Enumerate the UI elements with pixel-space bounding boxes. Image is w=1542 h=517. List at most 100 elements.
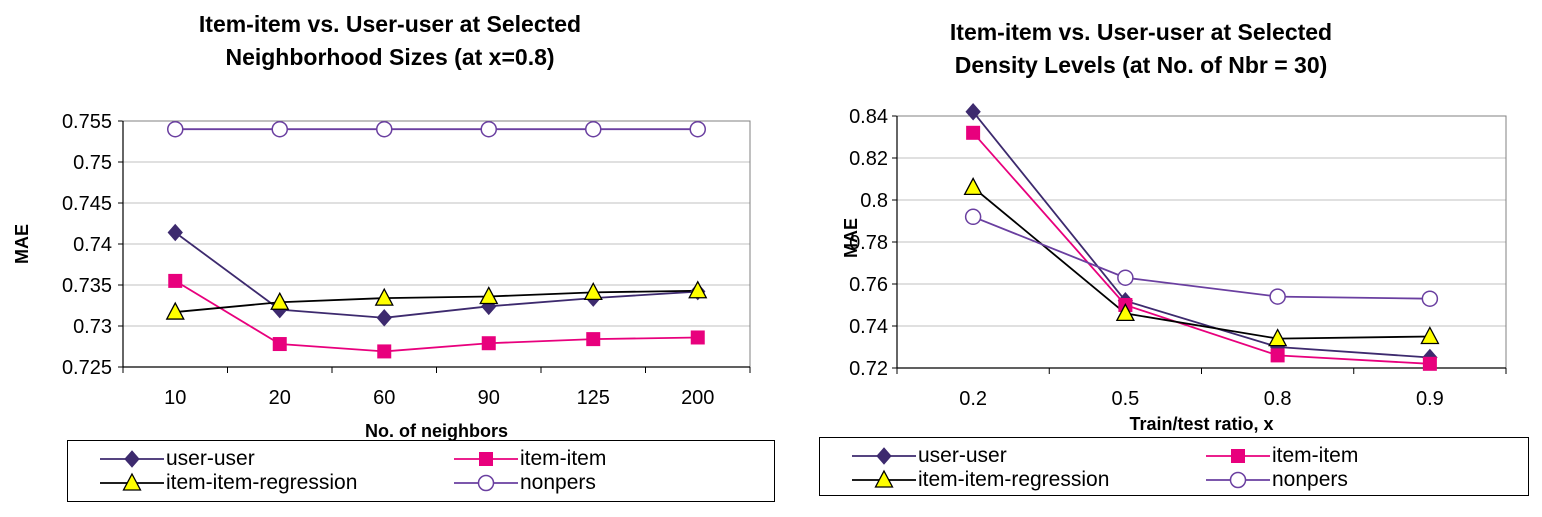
legend-label: nonpers: [1272, 468, 1348, 491]
chart-panel-left: Item-item vs. User-user at Selected Neig…: [12, 11, 775, 502]
legend-marker-circle: [1206, 471, 1270, 489]
marker-triangle: [1420, 326, 1440, 345]
series-line-user-user: [174, 231, 698, 319]
marker-square: [272, 337, 287, 352]
marker-square: [1422, 356, 1437, 371]
series-line-nonpers: [972, 215, 1430, 300]
marker-square: [690, 330, 705, 345]
series-line-item-item-regression: [175, 289, 698, 313]
marker-triangle: [374, 287, 394, 306]
x-tick-label: 0.8: [1264, 388, 1292, 410]
legend-marker-diamond: [852, 447, 916, 465]
legend-label: item-item-regression: [918, 468, 1110, 491]
marker-triangle: [874, 469, 894, 488]
y-axis-label: MAE: [841, 218, 861, 258]
marker-circle: [167, 120, 184, 138]
legend-marker-square: [454, 452, 518, 466]
series-line-item-item: [174, 280, 698, 353]
chart-title: Item-item vs. User-user at Selected Neig…: [198, 11, 582, 70]
legend-item-user-user: user-user: [100, 447, 255, 471]
chart-panel-right: Item-item vs. User-user at Selected Dens…: [771, 0, 1542, 517]
marker-square: [966, 125, 981, 140]
legend-label: user-user: [918, 444, 1007, 467]
y-tick-label: 0.72: [849, 358, 888, 380]
legend-item-nonpers: nonpers: [454, 471, 596, 495]
marker-triangle: [583, 281, 603, 301]
marker-circle: [480, 120, 497, 138]
marker-circle: [271, 120, 288, 138]
y-tick-label: 0.74: [73, 234, 112, 256]
x-tick-label: 0.9: [1416, 388, 1444, 410]
legend-marker-diamond: [100, 450, 164, 468]
chart-legend: user-user item-item item-item-regression…: [67, 440, 775, 502]
legend-marker-circle: [454, 474, 518, 492]
y-tick-label: 0.755: [62, 111, 112, 133]
legend-item-user-user: user-user: [852, 444, 1007, 468]
legend-marker-square: [1206, 449, 1270, 463]
marker-circle: [477, 474, 495, 492]
marker-triangle: [479, 286, 499, 305]
marker-circle: [376, 120, 393, 138]
legend-label: user-user: [166, 447, 255, 470]
marker-triangle: [165, 301, 185, 320]
legend-marker-triangle: [852, 469, 916, 488]
x-tick-label: 125: [577, 387, 610, 409]
chart-plot: 0.84 0.82 0.8 0.78 0.76 0.74 0.72 0.2 0.5 0.8 0.9 T…: [841, 103, 1507, 434]
marker-circle: [689, 120, 706, 138]
legend-label: item-item-regression: [166, 471, 358, 494]
marker-circle: [1117, 269, 1134, 286]
y-tick-label: 0.74: [849, 316, 888, 338]
x-tick-label: 60: [373, 387, 395, 409]
series-line-user-user: [972, 111, 1430, 359]
marker-square: [481, 336, 496, 351]
marker-diamond: [167, 223, 183, 242]
marker-diamond: [965, 103, 981, 121]
marker-circle: [1421, 290, 1439, 307]
y-tick-label: 0.82: [849, 148, 888, 170]
marker-triangle: [1115, 303, 1135, 322]
marker-triangle: [688, 280, 708, 299]
chart-legend: user-user item-item item-item-regression…: [819, 437, 1529, 496]
y-tick-label: 0.73: [73, 316, 112, 338]
marker-triangle: [963, 177, 983, 196]
legend-item-item-item-regression: item-item-regression: [100, 471, 357, 495]
marker-square: [377, 344, 392, 359]
marker-circle: [964, 208, 982, 226]
marker-square: [586, 332, 601, 347]
legend-item-nonpers: nonpers: [1206, 468, 1348, 492]
legend-label: nonpers: [520, 471, 596, 494]
y-tick-label: 0.725: [62, 357, 112, 379]
series-line-item-item-regression: [972, 186, 1430, 340]
x-tick-label: 20: [269, 387, 291, 409]
x-axis-label: No. of neighbors: [365, 421, 508, 441]
legend-marker-triangle: [100, 472, 164, 491]
marker-square: [1270, 348, 1285, 363]
chart-title: Item-item vs. User-user at Selected Dens…: [949, 19, 1333, 78]
marker-diamond: [376, 309, 392, 327]
y-tick-label: 0.8: [860, 190, 888, 212]
marker-diamond: [124, 450, 140, 468]
marker-square: [479, 452, 493, 466]
x-tick-label: 10: [164, 387, 186, 409]
y-tick-label: 0.84: [849, 106, 888, 128]
marker-triangle: [270, 291, 290, 310]
x-tick-label: 90: [478, 387, 500, 409]
legend-item-item-item: item-item: [454, 447, 606, 471]
y-tick-label: 0.78: [849, 232, 888, 254]
marker-circle: [585, 120, 602, 138]
y-tick-label: 0.76: [849, 274, 888, 296]
marker-square: [168, 273, 183, 288]
y-axis-label: MAE: [12, 224, 32, 264]
y-tick-label: 0.745: [62, 193, 112, 215]
legend-item-item-item-regression: item-item-regression: [852, 468, 1109, 492]
marker-triangle: [122, 472, 142, 491]
legend-item-item-item: item-item: [1206, 444, 1358, 468]
legend-label: item-item: [1272, 444, 1359, 467]
y-tick-label: 0.75: [73, 152, 112, 174]
y-tick-label: 0.735: [62, 275, 112, 297]
marker-triangle: [1268, 328, 1288, 347]
x-tick-label: 200: [681, 387, 714, 409]
legend-label: item-item: [520, 447, 607, 470]
x-tick-label: 0.5: [1111, 388, 1139, 410]
marker-square: [1231, 449, 1245, 463]
